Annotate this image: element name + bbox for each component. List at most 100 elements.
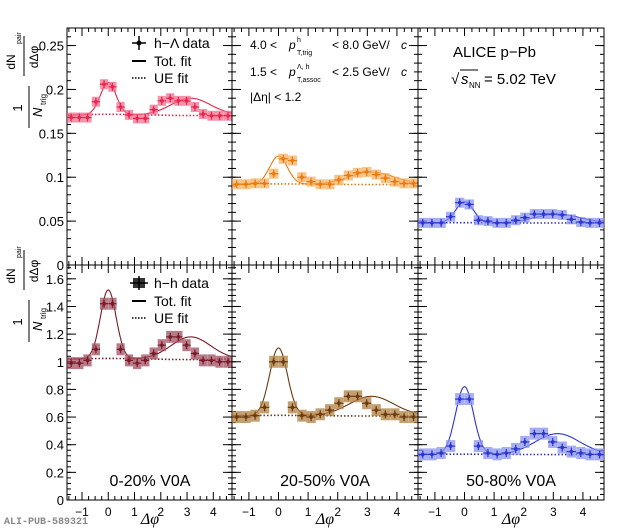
legend-data-label: h−h data (154, 275, 209, 291)
data-point (94, 99, 98, 104)
data-point (513, 218, 518, 223)
y-tick-label: 0.4 (46, 438, 64, 453)
data-point (318, 182, 323, 187)
data-point (504, 451, 509, 455)
x-tick-label: 3 (550, 505, 557, 519)
data-point (143, 358, 148, 363)
x-tick-label: 2 (157, 505, 164, 519)
ylabel-ntrig: N (30, 107, 45, 117)
data-point (393, 179, 397, 184)
ue-fit-curve (232, 183, 417, 186)
x-tick-label: 0 (105, 505, 112, 519)
panel-frame (417, 27, 605, 266)
y-tick-label: 1.4 (46, 299, 64, 314)
data-point (420, 452, 425, 457)
data-point (193, 351, 197, 356)
data-point (127, 113, 131, 117)
data-point (281, 156, 286, 161)
x-tick-label: 1 (131, 505, 138, 519)
data-point (135, 361, 139, 365)
experiment-annotation: ALICE p−Pb √ s NN = 5.02 TeV (451, 44, 556, 90)
data-point (560, 445, 564, 450)
data-point (217, 113, 222, 118)
data-point (541, 431, 546, 436)
data-point (402, 415, 406, 419)
panel-frame (66, 27, 233, 266)
data-point (262, 181, 267, 186)
data-point (457, 397, 462, 401)
data-point (234, 182, 239, 187)
data-point (337, 178, 341, 182)
data-point (430, 452, 434, 457)
y-tick-label: 0.6 (46, 410, 64, 425)
ylabel-pair-sub: pair (16, 32, 23, 44)
data-point (300, 413, 304, 418)
data-point (201, 358, 205, 363)
data-point (467, 397, 472, 401)
trig-sub: T,trig (297, 50, 312, 57)
legend-tot-fit-label: Tot. fit (154, 53, 191, 69)
y-tick-label: 1 (57, 355, 64, 370)
data-point (234, 415, 239, 419)
data-point (290, 405, 295, 410)
legend-tot-fit-label: Tot. fit (154, 293, 191, 309)
data-point (364, 170, 369, 174)
figure-id: ALI-PUB-589321 (4, 517, 88, 528)
data-point (523, 440, 527, 444)
eta-cut: |Δη| < 1.2 (250, 90, 302, 104)
data-point (420, 221, 425, 225)
data-point (579, 451, 583, 455)
data-point (110, 301, 115, 306)
x-tick-label: 4 (210, 505, 217, 519)
data-point (118, 347, 123, 352)
data-point (77, 115, 82, 120)
trig-p: p (288, 38, 296, 52)
panel-hlambda-0: 0 0.05 0.1 0.15 0.2 0.25 (39, 27, 233, 273)
assoc-high: < 2.5 GeV/ (332, 65, 390, 79)
data-point (176, 99, 181, 103)
data-point (476, 444, 481, 448)
data-point (513, 447, 518, 451)
data-point (402, 181, 406, 186)
ylabel-pair-sub: pair (16, 246, 23, 258)
data-point (467, 202, 472, 207)
energy-value: = 5.02 TeV (484, 71, 556, 88)
ylabel-one: 1 (10, 104, 25, 111)
y-tick-label: 0.1 (46, 170, 64, 185)
x-tick-label: 1 (491, 505, 498, 519)
y-tick-label: 0.2 (46, 465, 64, 480)
data-point (383, 176, 388, 180)
data-point (184, 99, 189, 103)
panel-hh-3: 0 0.2 0.4 0.6 0.8 1 1.2 1.4 1.6 −1 0 1 2 3 4 (46, 264, 233, 519)
assoc-low: 1.5 < (250, 65, 277, 79)
data-point (523, 215, 527, 220)
data-point (271, 171, 276, 176)
y-tick-label: 0 (57, 493, 64, 508)
data-point (588, 221, 592, 225)
x-tick-label: 4 (394, 505, 401, 519)
legend-bottom: h−h data Tot. fit UE fit (130, 275, 209, 326)
data-point (281, 359, 286, 364)
legend-data-label: h−Λ data (154, 35, 210, 51)
ylabel-ntrig-sub: trig (39, 308, 48, 319)
data-point (226, 359, 230, 364)
data-point (184, 343, 189, 347)
data-point (318, 412, 323, 417)
ylabel-ddphi: dΔφ (27, 46, 41, 69)
data-point (569, 449, 574, 454)
x-tick-label: 3 (184, 505, 191, 519)
energy-s: s (461, 71, 469, 88)
data-point (160, 99, 164, 103)
data-point (201, 112, 205, 116)
x-tick-label: −1 (242, 505, 256, 519)
data-point (374, 172, 378, 177)
ylabel-ddphi: dΔφ (27, 260, 41, 283)
data-point (541, 212, 546, 216)
x-tick-label: −1 (75, 505, 89, 519)
y-tick-label: 0.05 (39, 214, 64, 229)
data-point (439, 451, 443, 455)
y-tick-label: 0.8 (46, 382, 64, 397)
data-point (209, 113, 214, 118)
legend-ue-fit-label: UE fit (154, 310, 188, 326)
